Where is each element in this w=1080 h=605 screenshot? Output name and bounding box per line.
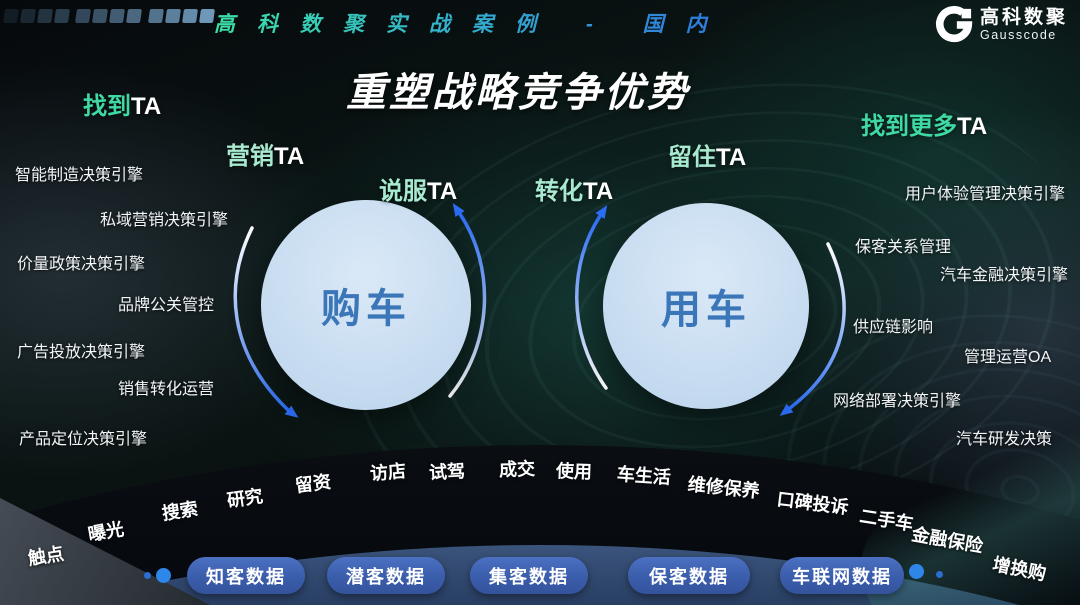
- ta-highlight: 找到更多: [861, 113, 957, 140]
- ta-suffix: TA: [583, 178, 614, 205]
- dot-decoration: [156, 568, 171, 583]
- journey-stage: 触点: [26, 543, 66, 569]
- logo-subtitle: Gausscode: [979, 27, 1057, 42]
- arrow-use-left: [575, 214, 608, 390]
- engine-label: 广告投放决策引擎: [17, 344, 146, 361]
- data-pill-prospect: 潜客数据: [327, 557, 445, 594]
- page-title: 重塑战略竞争优势: [346, 71, 690, 115]
- data-pill-gather: 集客数据: [470, 557, 588, 594]
- phase-circle-use: 用车: [603, 203, 809, 409]
- ta-label-find-more: 找到更多TA: [861, 106, 987, 141]
- arrowhead-icon: [284, 405, 299, 418]
- journey-stage: 使用: [555, 461, 593, 483]
- engine-label: 供应链影响: [853, 319, 934, 336]
- journey-stage: 成交: [498, 458, 536, 480]
- journey-stage: 试驾: [428, 461, 466, 483]
- journey-stage: 研究: [225, 486, 265, 511]
- dot-decoration: [936, 571, 943, 578]
- engine-label: 汽车金融决策引擎: [940, 267, 1069, 284]
- arrow-buy-left: [233, 226, 290, 412]
- gausscode-logo: 高科数聚 Gausscode: [935, 6, 1068, 44]
- gausscode-logo-icon: [935, 6, 973, 43]
- engine-label: 汽车研发决策: [956, 431, 1053, 448]
- engine-label: 用户体验管理决策引擎: [905, 186, 1066, 203]
- ta-suffix: TA: [957, 113, 988, 140]
- journey-stage: 留资: [293, 471, 333, 496]
- engine-label: 品牌公关管控: [118, 297, 215, 314]
- engine-label: 管理运营OA: [964, 349, 1052, 366]
- journey-stage: 搜索: [160, 498, 200, 524]
- phase-circle-buy: 购车: [261, 200, 471, 410]
- journey-stage: 车生活: [616, 464, 672, 488]
- ta-highlight: 找到: [83, 93, 131, 120]
- ta-highlight: 转化: [535, 178, 583, 205]
- engine-label: 销售转化运营: [118, 381, 215, 398]
- engine-label: 价量政策决策引擎: [17, 256, 146, 273]
- data-pill-telematics: 车联网数据: [780, 557, 904, 594]
- engine-label: 产品定位决策引擎: [19, 431, 148, 448]
- data-pill-aware: 知客数据: [187, 557, 305, 594]
- ta-suffix: TA: [716, 144, 747, 171]
- ta-highlight: 营销: [226, 143, 274, 170]
- arrowhead-icon: [779, 403, 794, 416]
- ta-label-find: 找到TA: [83, 86, 161, 121]
- arrow-use-right: [788, 242, 846, 410]
- ta-suffix: TA: [131, 93, 162, 120]
- ta-label-persuade: 说服TA: [379, 171, 457, 206]
- logo-text: 高科数聚 Gausscode: [979, 6, 1068, 43]
- engine-label: 私域营销决策引擎: [100, 212, 229, 229]
- engine-label: 智能制造决策引擎: [15, 167, 144, 184]
- arrowhead-icon: [595, 205, 608, 219]
- arrow-buy-right: [448, 212, 487, 398]
- data-pill-owner: 保客数据: [628, 557, 750, 594]
- logo-name: 高科数聚: [979, 6, 1068, 28]
- header-bar: 高科数聚实战案例 - 国内 高科数聚 Gausscode: [0, 0, 1080, 50]
- breadcrumb: 高科数聚实战案例 - 国内: [214, 8, 729, 38]
- dot-decoration: [144, 572, 151, 579]
- ta-label-retain: 留住TA: [668, 137, 746, 172]
- ta-label-market: 营销TA: [226, 136, 304, 171]
- engine-label: 保客关系管理: [855, 239, 952, 256]
- ta-label-convert: 转化TA: [535, 171, 613, 206]
- ta-suffix: TA: [427, 178, 458, 205]
- dot-decoration: [909, 564, 924, 579]
- engine-label: 网络部署决策引擎: [833, 393, 962, 410]
- arrowhead-icon: [452, 203, 465, 217]
- ta-suffix: TA: [274, 143, 305, 170]
- journey-stage: 访店: [369, 460, 407, 484]
- ta-highlight: 说服: [379, 178, 427, 205]
- ta-highlight: 留住: [668, 144, 716, 171]
- header-progress-squares: [3, 9, 217, 28]
